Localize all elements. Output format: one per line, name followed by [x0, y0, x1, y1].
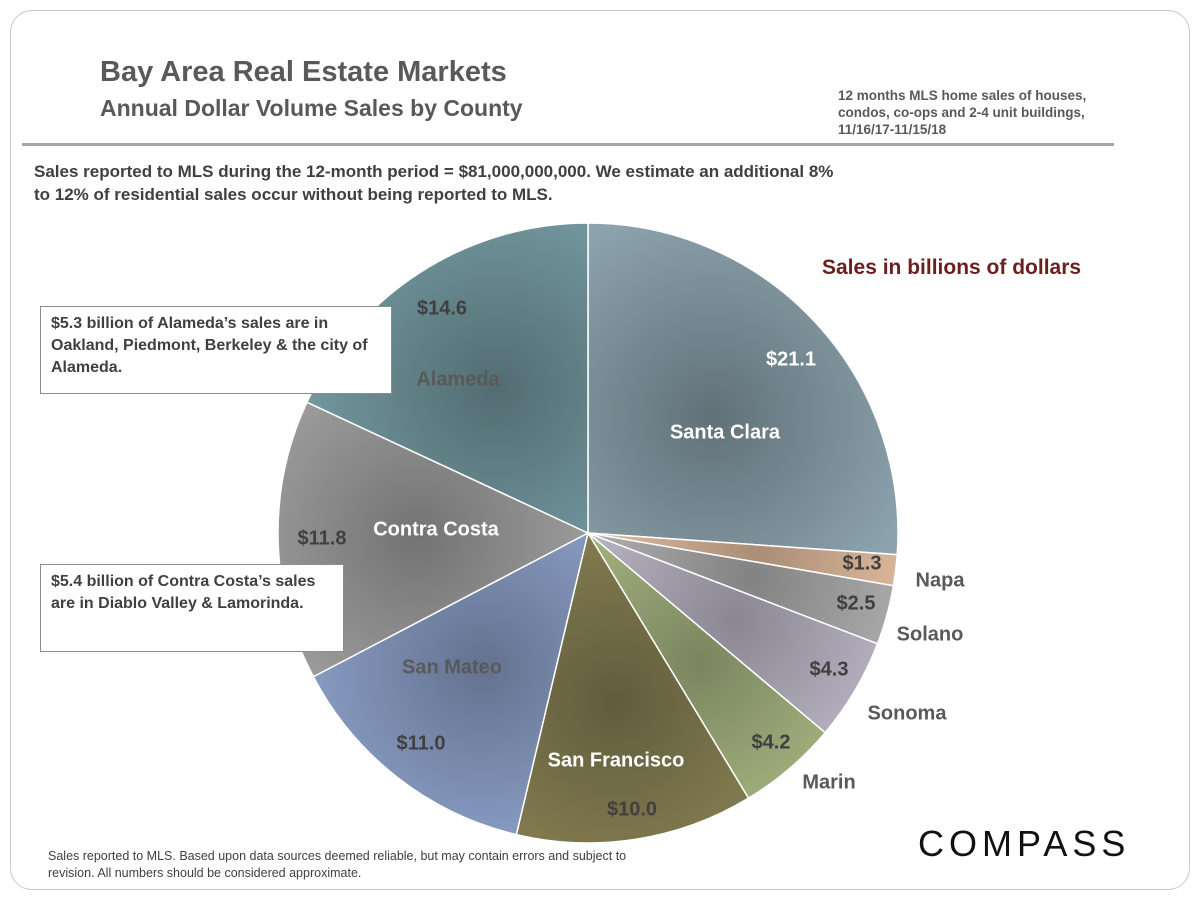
- name-label-santa-clara: Santa Clara: [669, 421, 781, 444]
- value-label-solano: $2.5: [836, 592, 876, 615]
- name-label-contra-costa: Contra Costa: [373, 518, 499, 541]
- value-label-san-francisco: $10.0: [606, 798, 658, 821]
- name-label-solano: Solano: [896, 623, 964, 646]
- intro-text: Sales reported to MLS during the 12-mont…: [34, 162, 834, 204]
- value-label-sonoma: $4.3: [809, 658, 849, 681]
- name-label-sonoma: Sonoma: [867, 702, 947, 725]
- period-note: 12 months MLS home sales of houses, cond…: [838, 88, 1087, 137]
- page-subtitle: Annual Dollar Volume Sales by County: [100, 95, 523, 121]
- slide-frame: [10, 10, 1190, 890]
- value-label-napa: $1.3: [842, 552, 882, 575]
- value-label-contra-costa: $11.8: [297, 527, 347, 550]
- divider: [22, 143, 1114, 146]
- compass-logo: COMPASS: [918, 823, 1131, 864]
- name-label-napa: Napa: [915, 569, 965, 592]
- pie-slice-santa-clara: [587, 222, 899, 556]
- alameda-annotation: $5.3 billion of Alameda’s sales are in O…: [40, 306, 392, 394]
- value-label-marin: $4.2: [751, 731, 791, 754]
- pie-slice-san-francisco: [515, 531, 750, 844]
- name-label-san-francisco: San Francisco: [547, 749, 685, 772]
- value-label-san-mateo: $11.0: [396, 732, 446, 755]
- page-title: Bay Area Real Estate Markets: [100, 56, 507, 88]
- contra-costa-annotation: $5.4 billion of Contra Costa’s sales are…: [40, 564, 344, 652]
- unit-label: Sales in billions of dollars: [822, 256, 1082, 279]
- pie-slice-san-mateo: [312, 531, 590, 836]
- name-label-alameda: Alameda: [416, 368, 500, 391]
- footer-disclaimer: Sales reported to MLS. Based upon data s…: [48, 849, 627, 880]
- value-label-alameda: $14.6: [416, 297, 468, 320]
- value-label-santa-clara: $21.1: [765, 348, 817, 371]
- name-label-san-mateo: San Mateo: [401, 656, 503, 679]
- name-label-marin: Marin: [802, 771, 856, 794]
